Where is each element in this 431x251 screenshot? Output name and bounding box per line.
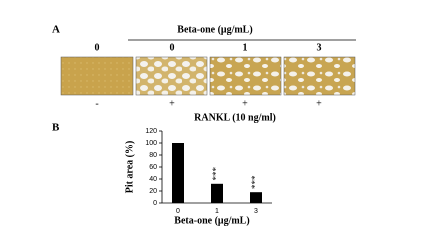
micrograph: [135, 56, 208, 96]
panel-label: A: [52, 24, 60, 36]
x-tick-label: 0: [176, 208, 180, 215]
y-tick-label: 80: [149, 152, 157, 159]
dose-label: 0: [170, 42, 175, 53]
y-tick-label: 0: [153, 200, 157, 207]
x-axis-label: Beta-one (μg/mL): [174, 215, 249, 226]
y-tick-label: 120: [145, 128, 157, 135]
treatment-title: Beta-one (μg/mL): [177, 24, 252, 35]
dose-label: 1: [243, 42, 248, 53]
bar: [250, 192, 262, 203]
micrographs: [60, 56, 356, 96]
dose-label: 3: [317, 42, 322, 53]
rankl-sign: +: [169, 98, 175, 109]
bar: [172, 143, 184, 203]
bar: [211, 183, 223, 203]
rankl-sign: +: [242, 98, 248, 109]
rankl-sign: +: [316, 98, 322, 109]
x-tick-label: 1: [215, 208, 219, 215]
micrograph: [283, 56, 356, 96]
y-axis-label: Pit area (%): [124, 141, 135, 194]
dose-label: 0: [95, 42, 100, 53]
y-tick-label: 100: [145, 140, 157, 147]
significance-label: ***: [250, 175, 260, 189]
x-tick-label: 3: [254, 208, 258, 215]
panel-label: B: [52, 122, 60, 134]
micrograph: [60, 56, 134, 96]
significance-label: ***: [211, 167, 221, 181]
rankl-label: RANKL (10 ng/ml): [194, 112, 276, 123]
micrograph: [209, 56, 282, 96]
y-tick-label: 60: [149, 164, 157, 171]
y-tick-label: 20: [149, 188, 157, 195]
rankl-sign: -: [95, 98, 98, 109]
y-tick-label: 40: [149, 176, 157, 183]
